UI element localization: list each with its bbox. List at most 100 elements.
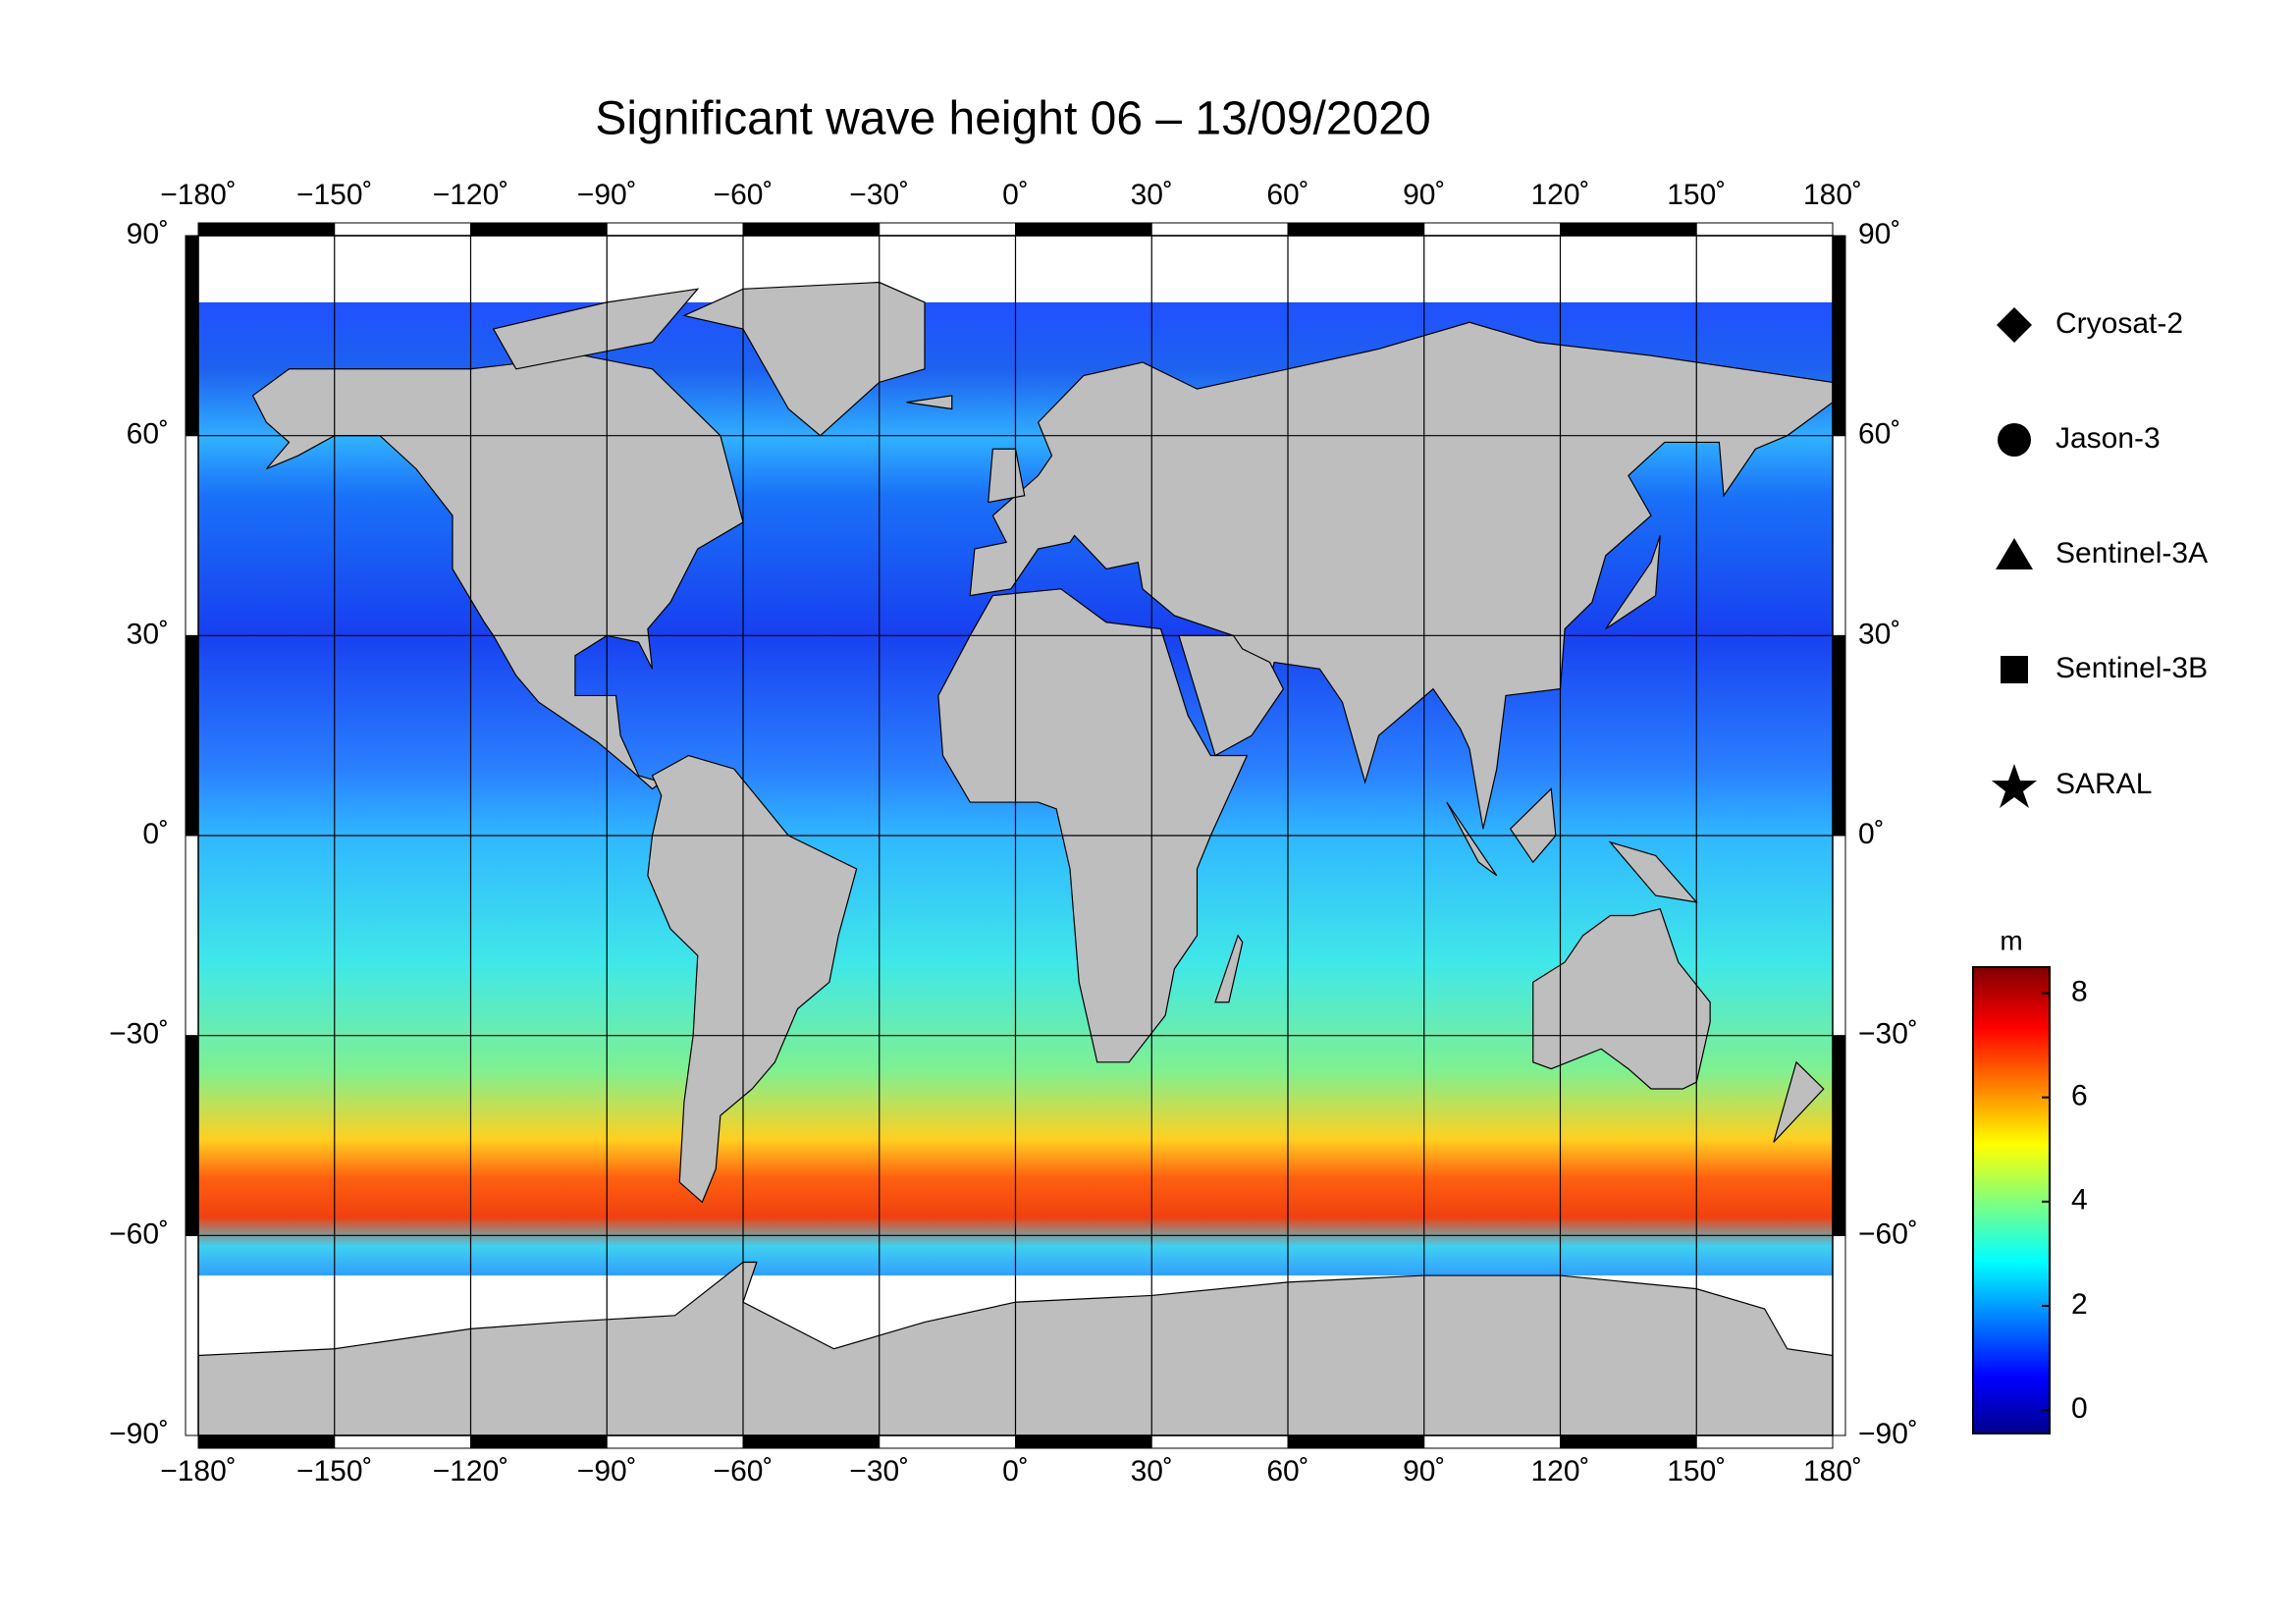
land [1178, 634, 1285, 757]
colorbar-tick-label: 6 [2071, 1080, 2088, 1112]
y-tick-label: −60˚ [1858, 1217, 1918, 1250]
land [647, 754, 858, 1204]
x-tick-label: 180˚ [1803, 1455, 1862, 1488]
frame-segment [1287, 1434, 1425, 1449]
frame-segment [185, 235, 199, 437]
legend-label: Sentinel-3B [2056, 652, 2208, 684]
colorbar-tick-label: 2 [2071, 1288, 2088, 1321]
y-tick-label: −90˚ [1858, 1418, 1918, 1450]
x-tick-label: −90˚ [577, 179, 637, 211]
y-tick-label: 90˚ [1858, 218, 1900, 250]
x-tick-label: 120˚ [1530, 179, 1589, 211]
frame-segment [1832, 634, 1846, 837]
y-tick-label: −90˚ [109, 1418, 169, 1450]
frame-segment [470, 222, 608, 237]
x-tick-label: 60˚ [1266, 1455, 1308, 1488]
land [492, 288, 700, 370]
frame-segment [470, 1434, 608, 1449]
legend-label: Cryosat-2 [2056, 307, 2183, 340]
x-tick-label: 90˚ [1403, 1455, 1445, 1488]
x-tick-label: 30˚ [1131, 1455, 1173, 1488]
y-tick-label: −60˚ [109, 1217, 169, 1250]
y-tick-label: −30˚ [1858, 1018, 1918, 1051]
x-tick-label: 0˚ [1002, 179, 1029, 211]
x-tick-label: 60˚ [1266, 179, 1308, 211]
frame-segment [1832, 1035, 1846, 1236]
y-tick-label: 90˚ [127, 218, 169, 250]
colorbar-tick-label: 0 [2071, 1392, 2088, 1425]
x-tick-label: −30˚ [849, 179, 909, 211]
x-tick-label: −180˚ [160, 179, 237, 211]
x-tick-label: 150˚ [1667, 1455, 1726, 1488]
frame-segment [1423, 222, 1561, 237]
y-tick-label: 30˚ [1858, 618, 1900, 650]
y-tick-label: 0˚ [142, 818, 169, 850]
land [1773, 1060, 1825, 1143]
x-tick-label: 150˚ [1667, 179, 1726, 211]
colorbar-tick-label: 8 [2071, 975, 2088, 1007]
land [1214, 934, 1244, 1003]
y-tick-label: 60˚ [1858, 418, 1900, 451]
legend-marker [1998, 423, 2031, 457]
x-tick-label: 30˚ [1131, 179, 1173, 211]
frame-segment [197, 222, 336, 237]
frame-segment [334, 1434, 471, 1449]
y-tick-label: 0˚ [1858, 818, 1885, 850]
legend-marker [2001, 656, 2028, 683]
frame-segment [1287, 222, 1425, 237]
frame-segment [334, 222, 471, 237]
x-tick-label: −180˚ [160, 1455, 237, 1488]
frame-segment [879, 222, 1016, 237]
land [969, 321, 1834, 830]
legend-label: SARAL [2056, 768, 2152, 800]
frame-segment [197, 1434, 336, 1449]
frame-segment [606, 1434, 744, 1449]
frame-segment [1015, 1434, 1152, 1449]
x-tick-label: −120˚ [433, 1455, 509, 1488]
colorbar-tick-label: 4 [2071, 1184, 2088, 1217]
colorbar-gradient [1972, 966, 2051, 1434]
frame-segment [742, 222, 881, 237]
frame-segment [1150, 222, 1289, 237]
frame-segment [1832, 435, 1846, 636]
y-tick-label: −30˚ [109, 1018, 169, 1051]
legend-label: Jason-3 [2056, 422, 2161, 455]
title: Significant wave height 06 – 13/09/2020 [595, 93, 1430, 145]
legend: Cryosat-2 Jason-3 Sentinel-3A Sentinel-3… [1992, 307, 2208, 808]
map-frame [197, 235, 1834, 1436]
colorbar: m 0 2 4 6 8 [1972, 925, 2088, 1434]
y-tick-label: 60˚ [127, 418, 169, 451]
frame-segment [185, 1234, 199, 1436]
frame-segment [879, 1434, 1016, 1449]
x-tick-label: 180˚ [1803, 179, 1862, 211]
y-tick-label: 30˚ [127, 618, 169, 650]
x-tick-label: −30˚ [849, 1455, 909, 1488]
x-tick-label: −90˚ [577, 1455, 637, 1488]
frame-segment [185, 634, 199, 837]
land [1532, 907, 1711, 1090]
x-tick-label: −150˚ [296, 1455, 373, 1488]
legend-marker [1996, 538, 2033, 569]
x-tick-label: 120˚ [1530, 1455, 1589, 1488]
map-axes: −180˚ −180˚ −150˚ −150˚ −120˚ −120˚ −90˚ −90˚ −6… [109, 179, 1918, 1488]
x-tick-label: −60˚ [714, 1455, 774, 1488]
land [1446, 801, 1498, 877]
frame-segment [1832, 235, 1846, 437]
x-tick-label: −60˚ [714, 179, 774, 211]
frame-segment [1695, 222, 1834, 237]
x-tick-label: −120˚ [433, 179, 509, 211]
land [1605, 535, 1661, 630]
frame-segment [1015, 222, 1152, 237]
frame-segment [1150, 1434, 1289, 1449]
frame-segment [606, 222, 744, 237]
frame-segment [185, 1035, 199, 1236]
legend-marker [1997, 307, 2032, 343]
frame-segment [742, 1434, 881, 1449]
x-tick-label: 90˚ [1403, 179, 1445, 211]
frame-segment [1695, 1434, 1834, 1449]
frame-segment [185, 835, 199, 1037]
colorbar-unit: m [2000, 925, 2022, 955]
frame-segment [1423, 1434, 1561, 1449]
